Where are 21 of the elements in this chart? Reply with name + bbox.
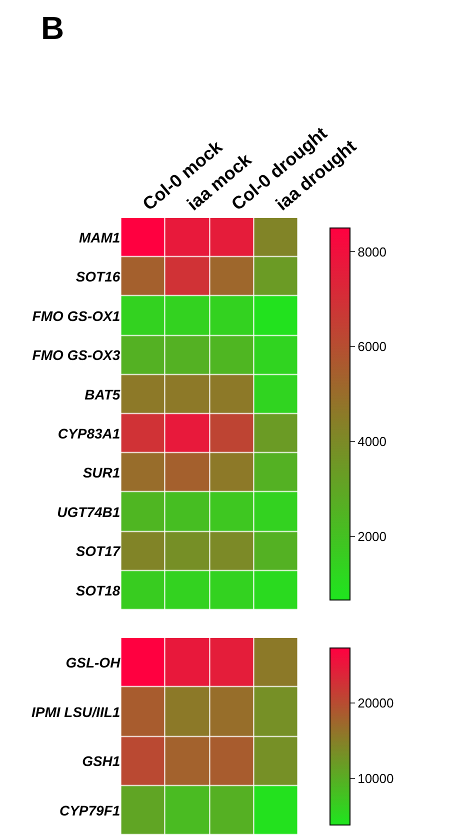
color-bar-label: 6000 bbox=[358, 339, 387, 354]
color-bar-label: 4000 bbox=[358, 434, 387, 450]
y-tick-label: FMO GS-OX1 bbox=[32, 308, 120, 324]
y-tick-label: IPMI LSU/IIL1 bbox=[32, 704, 120, 720]
chart-title: B bbox=[41, 10, 64, 46]
y-tick-label: SOT18 bbox=[76, 582, 120, 598]
y-tick-label: SOT16 bbox=[76, 268, 120, 285]
color-bar-label: 8000 bbox=[358, 244, 387, 260]
y-tick-label: BAT5 bbox=[84, 386, 120, 402]
color-bar-label: 10000 bbox=[358, 770, 394, 786]
y-tick-label: SOT17 bbox=[76, 543, 122, 560]
y-tick-label: GSH1 bbox=[82, 753, 120, 770]
color-bar-label: 2000 bbox=[358, 528, 387, 544]
y-tick-label: CYP79F1 bbox=[59, 802, 120, 818]
y-tick-label: GSL-OH bbox=[66, 654, 122, 671]
y-tick-label: CYP83A1 bbox=[58, 426, 120, 442]
color-bar-label: 20000 bbox=[358, 696, 394, 711]
y-tick-label: SUR1 bbox=[82, 464, 120, 481]
y-tick-label: FMO GS-OX3 bbox=[32, 347, 120, 364]
y-tick-label: UGT74B1 bbox=[57, 504, 120, 520]
y-tick-label: MAM1 bbox=[78, 230, 120, 246]
